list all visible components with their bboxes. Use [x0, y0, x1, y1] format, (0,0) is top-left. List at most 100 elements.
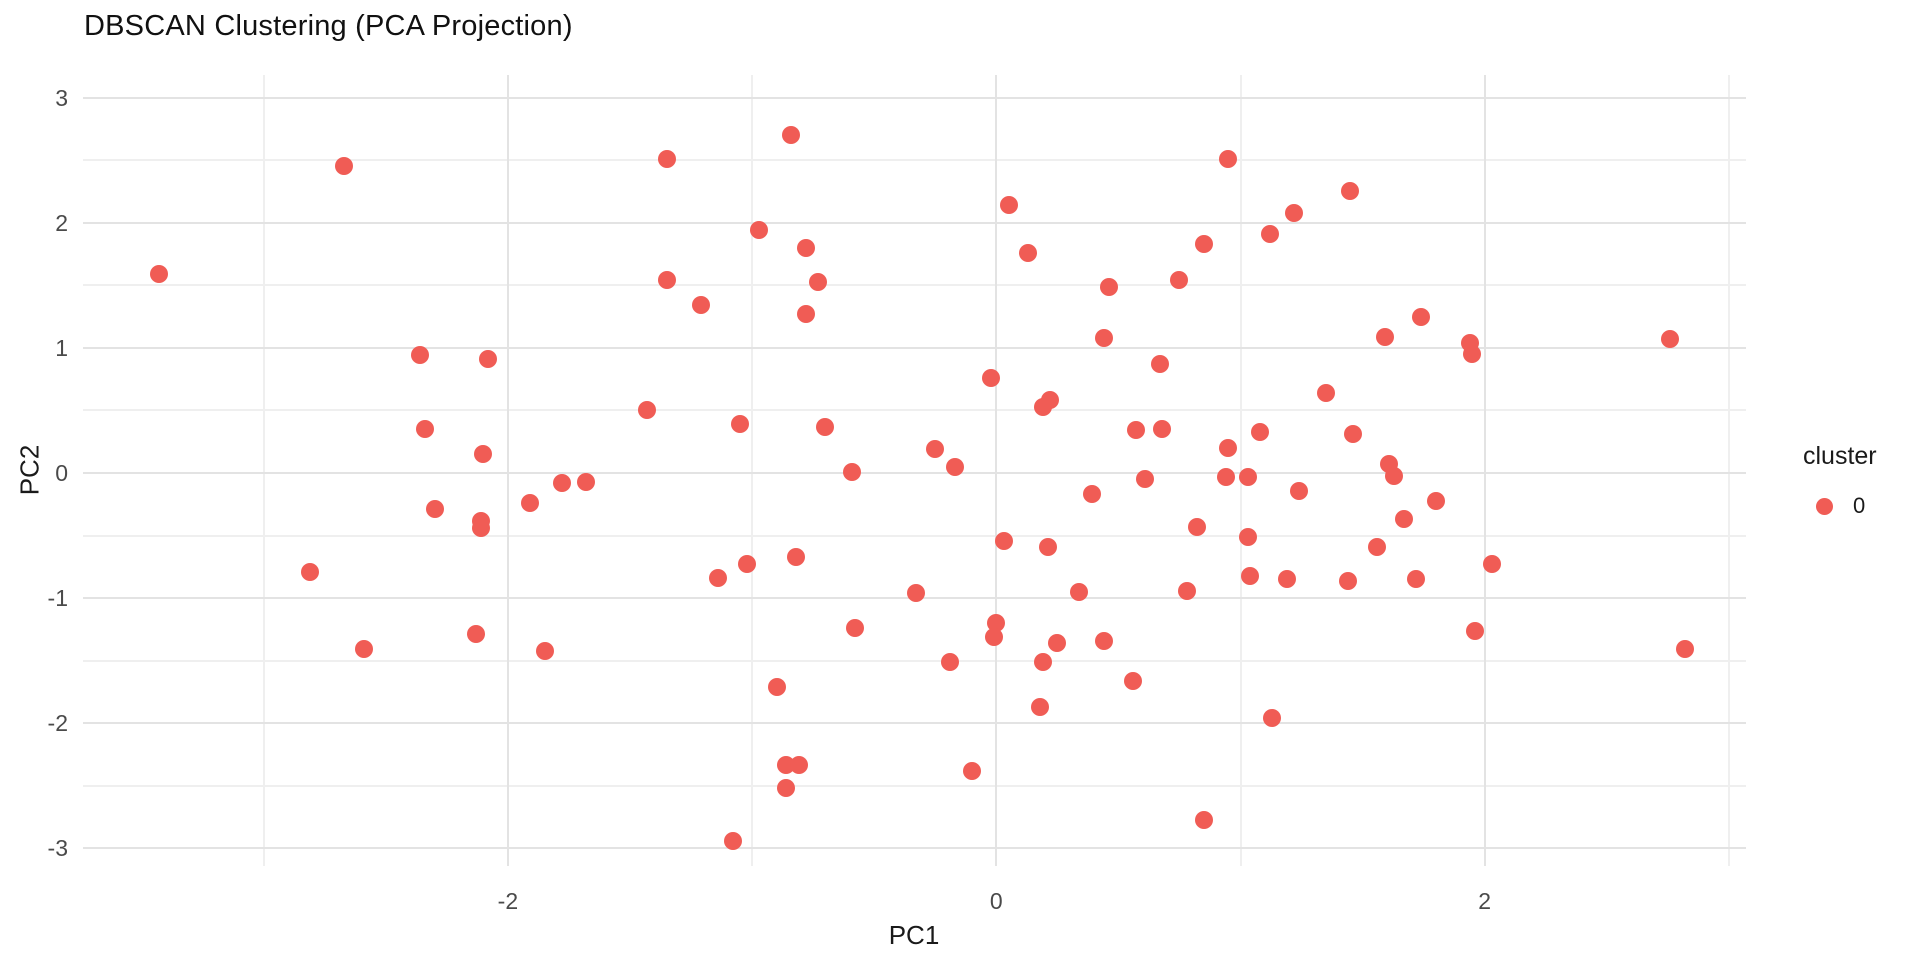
data-point	[984, 627, 1003, 646]
x-minor-gridline	[1727, 75, 1730, 866]
x-major-gridline	[995, 75, 998, 866]
data-point	[1285, 203, 1304, 222]
y-minor-gridline	[83, 534, 1746, 537]
data-point	[1216, 467, 1235, 486]
x-major-gridline	[1483, 75, 1486, 866]
data-point	[410, 346, 429, 365]
y-minor-gridline	[83, 409, 1746, 412]
data-point	[708, 569, 727, 588]
data-point	[1019, 243, 1038, 262]
y-major-gridline	[83, 722, 1746, 725]
data-point	[1194, 234, 1213, 253]
data-point	[1238, 467, 1257, 486]
data-point	[940, 652, 959, 671]
data-point	[520, 494, 539, 513]
data-point	[1153, 420, 1172, 439]
data-point	[1375, 327, 1394, 346]
data-point	[1033, 652, 1052, 671]
data-point	[691, 296, 710, 315]
data-point	[1070, 582, 1089, 601]
data-point	[1260, 224, 1279, 243]
data-point	[1316, 383, 1335, 402]
y-tick-label: 1	[55, 334, 68, 361]
data-point	[809, 272, 828, 291]
data-point	[750, 221, 769, 240]
y-minor-gridline	[83, 659, 1746, 662]
data-point	[535, 641, 554, 660]
data-point	[987, 614, 1006, 633]
y-tick-label: -1	[47, 585, 68, 612]
y-tick-label: 0	[55, 460, 68, 486]
data-point	[1031, 698, 1050, 717]
data-point	[738, 555, 757, 574]
data-point	[945, 457, 964, 476]
data-point	[777, 779, 796, 798]
y-major-gridline	[83, 221, 1746, 224]
data-point	[1343, 425, 1362, 444]
data-point	[999, 196, 1018, 215]
data-point	[1407, 570, 1426, 589]
data-point	[1483, 555, 1502, 574]
data-point	[149, 265, 168, 283]
data-point	[479, 350, 498, 369]
y-minor-gridline	[83, 784, 1746, 787]
data-point	[1136, 470, 1155, 489]
data-point	[723, 831, 742, 850]
y-tick-label: -2	[47, 710, 68, 737]
data-point	[787, 547, 806, 566]
data-point	[1465, 621, 1484, 640]
data-point	[962, 761, 981, 780]
data-point	[467, 625, 486, 644]
y-major-gridline	[83, 346, 1746, 349]
data-point	[1426, 491, 1445, 510]
data-point	[1048, 634, 1067, 653]
data-point	[638, 401, 657, 420]
data-point	[1150, 355, 1169, 374]
data-point	[1241, 566, 1260, 585]
data-point	[767, 678, 786, 697]
data-point	[1094, 631, 1113, 650]
data-point	[1082, 485, 1101, 504]
data-point	[816, 417, 835, 436]
data-point	[335, 157, 354, 176]
data-point	[845, 619, 864, 638]
data-point	[1263, 709, 1282, 728]
y-major-gridline	[83, 96, 1746, 99]
x-minor-gridline	[262, 75, 265, 866]
data-point	[1675, 640, 1694, 659]
x-tick-label: -2	[497, 888, 519, 914]
data-point	[1251, 422, 1270, 441]
y-minor-gridline	[83, 284, 1746, 287]
x-major-gridline	[506, 75, 509, 866]
chart-title: DBSCAN Clustering (PCA Projection)	[84, 10, 573, 42]
x-axis-title: PC1	[888, 920, 940, 950]
data-point	[1290, 481, 1309, 500]
y-major-gridline	[83, 847, 1746, 850]
data-point	[657, 149, 676, 168]
data-point	[796, 305, 815, 324]
data-point	[926, 440, 945, 459]
data-point	[1187, 517, 1206, 536]
legend-entries: 0	[1803, 493, 1877, 519]
legend: cluster 0	[1803, 442, 1877, 519]
legend-title: cluster	[1803, 442, 1877, 470]
data-point	[1177, 581, 1196, 600]
data-point	[354, 640, 373, 659]
y-axis-title: PC2	[14, 444, 45, 496]
data-point	[1219, 438, 1238, 457]
data-point	[796, 238, 815, 257]
data-point	[1126, 421, 1145, 440]
data-point	[906, 584, 925, 603]
data-point	[301, 562, 320, 581]
data-point	[1219, 149, 1238, 168]
data-point	[982, 368, 1001, 387]
x-tick-label: 2	[1478, 888, 1492, 914]
legend-entry-label: 0	[1853, 493, 1866, 518]
legend-key-dot	[1816, 497, 1833, 515]
data-point	[730, 415, 749, 434]
data-point	[1368, 537, 1387, 556]
data-point	[789, 755, 808, 774]
x-minor-gridline	[751, 75, 754, 866]
data-point	[1395, 510, 1414, 529]
